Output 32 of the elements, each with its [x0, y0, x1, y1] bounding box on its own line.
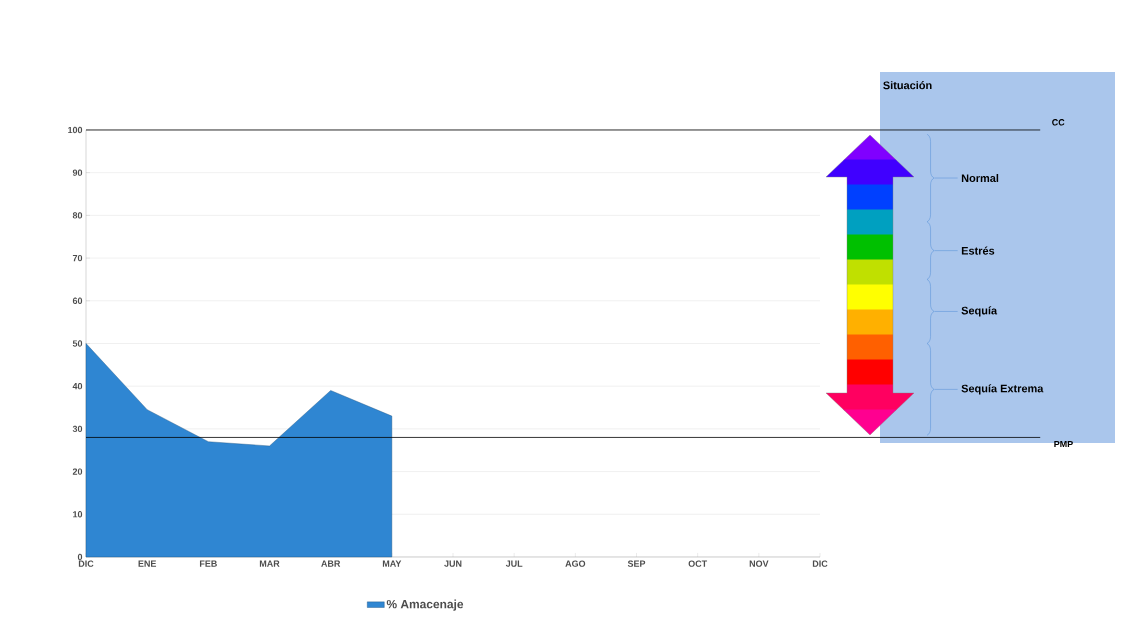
- y-tick-label: 90: [72, 169, 83, 176]
- y-tick-label: 50: [72, 340, 83, 347]
- x-tick-label: AGO: [565, 560, 586, 567]
- x-tick-label: OCT: [688, 560, 708, 567]
- x-tick-label: DIC: [812, 560, 828, 567]
- x-tick-label: MAY: [382, 560, 402, 567]
- legend-label: % Amacenaje: [386, 599, 464, 611]
- x-tick-label: NOV: [749, 560, 769, 567]
- x-tick-label: SEP: [627, 560, 646, 567]
- x-tick-label: ENE: [138, 560, 157, 567]
- y-tick-label: 10: [73, 511, 83, 518]
- y-tick-label: 0: [77, 553, 83, 561]
- text: Normal: [961, 174, 999, 183]
- x-tick-label: DIC: [78, 560, 94, 567]
- text: Sequía: [961, 306, 998, 317]
- x-tick-label: FEB: [199, 560, 217, 567]
- x-tick-label: JUL: [505, 560, 523, 567]
- x-tick-label: MAR: [259, 560, 280, 567]
- y-tick-label: 40: [72, 383, 83, 390]
- x-tick-label: JUN: [444, 560, 462, 567]
- ref-line-label: CC: [1052, 119, 1065, 126]
- x-tick-label: ABR: [321, 560, 341, 567]
- ref-line-label: PMP: [1054, 440, 1073, 448]
- text: Sequía Extrema: [961, 384, 1044, 395]
- text: Situación: [883, 81, 932, 90]
- y-tick-label: 80: [72, 212, 83, 219]
- y-tick-label: 30: [72, 425, 83, 433]
- text: Estrés: [961, 246, 995, 255]
- y-tick-label: 60: [72, 297, 83, 304]
- y-tick-label: 70: [72, 254, 83, 262]
- y-tick-label: 20: [72, 468, 83, 475]
- y-tick-label: 100: [68, 126, 83, 134]
